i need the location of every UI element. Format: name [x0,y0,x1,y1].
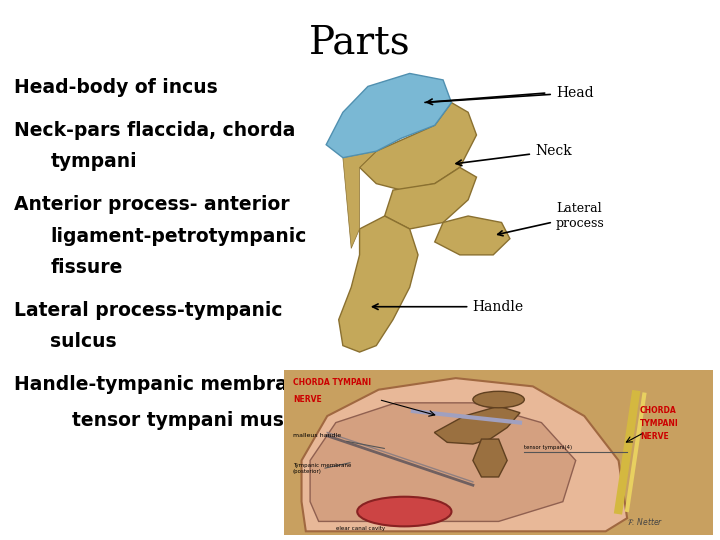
Text: Head: Head [425,86,593,103]
Polygon shape [435,216,510,255]
Polygon shape [284,370,713,535]
Polygon shape [473,439,507,477]
Text: Lateral
process: Lateral process [498,202,605,236]
Text: CHORDA TYMPANI: CHORDA TYMPANI [293,378,371,387]
Text: Neck-pars flaccida, chorda: Neck-pars flaccida, chorda [14,122,296,140]
Text: tympani: tympani [50,152,137,171]
Polygon shape [338,216,418,352]
Polygon shape [359,103,477,190]
Text: Handle-tympanic membrane: Handle-tympanic membrane [14,375,314,394]
Text: Parts: Parts [309,24,411,62]
Text: malleus handle: malleus handle [293,433,384,448]
Ellipse shape [357,497,451,526]
Polygon shape [310,403,576,522]
Text: Head-body of incus: Head-body of incus [14,78,218,97]
Text: Tympanic membrane
(posterior): Tympanic membrane (posterior) [293,463,351,474]
Text: tensor tympani(4): tensor tympani(4) [524,445,572,450]
Polygon shape [343,151,377,248]
Text: NERVE: NERVE [640,433,669,442]
Text: tensor tympani muscle: tensor tympani muscle [72,411,314,430]
Polygon shape [326,73,451,158]
Text: elear canal cavity: elear canal cavity [336,525,385,531]
Text: sulcus: sulcus [50,332,117,351]
Text: CHORDA: CHORDA [640,406,677,415]
Text: ligament-petrotympanic: ligament-petrotympanic [50,227,307,246]
Polygon shape [384,167,477,229]
Polygon shape [434,406,520,444]
Text: Neck: Neck [456,144,572,166]
Ellipse shape [473,392,524,408]
Text: TYMPANI: TYMPANI [640,419,679,428]
Polygon shape [302,378,627,531]
Text: Handle: Handle [372,300,523,314]
Text: fissure: fissure [50,258,123,277]
Text: NERVE: NERVE [293,395,322,403]
Text: Anterior process- anterior: Anterior process- anterior [14,195,290,214]
Text: Lateral process-tympanic: Lateral process-tympanic [14,301,283,320]
Text: $\mathcal{F}$. Netter: $\mathcal{F}$. Netter [627,516,664,526]
